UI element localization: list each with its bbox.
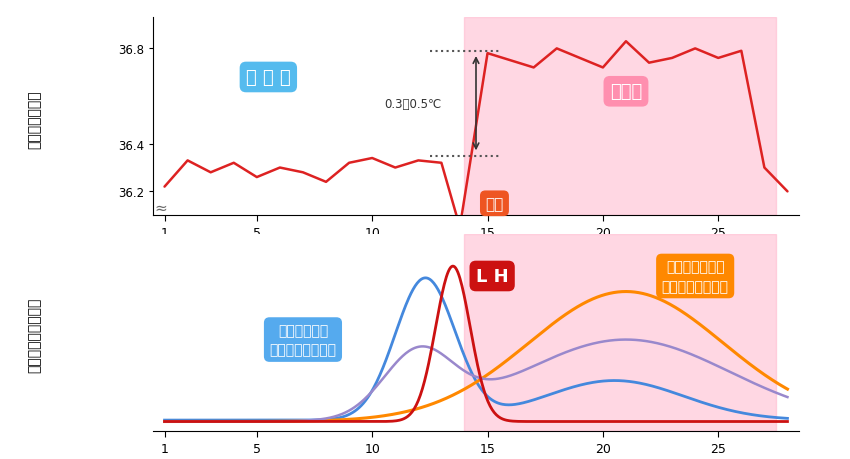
- Text: エストロゲン
（卵胞ホルモン）: エストロゲン （卵胞ホルモン）: [269, 323, 337, 357]
- Text: 0.3～0.5℃: 0.3～0.5℃: [384, 97, 441, 111]
- Text: 低 温 期: 低 温 期: [246, 69, 291, 87]
- Text: プロゲステロン
（黄体ホルモン）: プロゲステロン （黄体ホルモン）: [661, 260, 728, 293]
- Text: 女性ホルモンの変化: 女性ホルモンの変化: [27, 297, 41, 373]
- Text: L H: L H: [476, 268, 508, 285]
- Bar: [464, 18, 776, 216]
- Text: 排卵: 排卵: [485, 196, 503, 211]
- Bar: [464, 234, 776, 431]
- Text: 基礎体温の変化: 基礎体温の変化: [27, 90, 41, 149]
- Text: 高温期: 高温期: [609, 83, 642, 101]
- Text: ≈: ≈: [154, 200, 167, 215]
